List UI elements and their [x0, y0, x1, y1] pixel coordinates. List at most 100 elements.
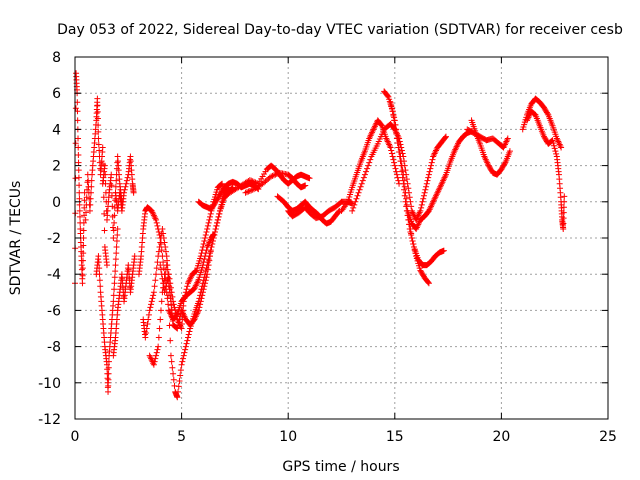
data-point — [420, 192, 427, 199]
data-point — [111, 280, 118, 287]
data-point — [165, 301, 172, 308]
data-point — [200, 241, 207, 248]
data-point — [101, 210, 108, 217]
data-point — [147, 304, 154, 311]
y-tick-label: -10 — [38, 376, 61, 392]
data-point — [219, 180, 226, 187]
data-point — [158, 298, 165, 305]
data-point — [251, 178, 258, 185]
data-point — [183, 286, 190, 293]
data-point — [199, 244, 206, 251]
data-point — [183, 340, 190, 347]
data-point — [76, 189, 83, 196]
y-tick-label: -2 — [47, 231, 61, 247]
data-point — [145, 316, 152, 323]
data-point — [202, 231, 209, 238]
y-tick-label: -4 — [47, 267, 61, 283]
data-point — [180, 355, 187, 362]
data-point — [165, 274, 172, 281]
data-point — [81, 212, 88, 219]
data-point — [403, 195, 410, 202]
data-point — [180, 298, 187, 305]
data-point — [364, 165, 371, 172]
data-point — [110, 224, 117, 231]
data-point — [217, 181, 224, 188]
y-axis-ticks: -12 -10 -8 -6 -4 -2 0 2 4 6 8 — [38, 50, 608, 428]
data-point — [171, 304, 178, 311]
data-point — [388, 147, 395, 154]
data-point — [387, 99, 394, 106]
data-point — [86, 207, 93, 214]
data-point — [401, 183, 408, 190]
data-point — [182, 292, 189, 299]
data-point — [95, 122, 102, 129]
data-point — [113, 244, 120, 251]
data-point — [84, 186, 91, 193]
data-point — [113, 250, 120, 257]
data-point — [162, 248, 169, 255]
data-point — [246, 187, 253, 194]
data-point — [560, 225, 567, 232]
x-tick-label: 5 — [177, 429, 186, 445]
data-point — [112, 268, 119, 275]
data-point — [75, 144, 82, 151]
data-point — [395, 139, 402, 146]
data-point — [172, 310, 179, 317]
data-point — [96, 265, 103, 272]
series-arc-mid-2 — [221, 162, 313, 200]
data-point — [112, 262, 119, 269]
data-point — [252, 179, 259, 186]
data-point — [169, 293, 176, 300]
data-point — [166, 322, 173, 329]
data-point — [361, 171, 368, 178]
series-arc-late-3 — [519, 95, 565, 151]
data-point — [81, 204, 88, 211]
data-point — [202, 268, 209, 275]
data-point — [143, 325, 150, 332]
data-point — [105, 370, 112, 377]
data-point — [150, 292, 157, 299]
data-point — [79, 280, 86, 287]
data-point — [167, 352, 174, 359]
y-tick-label: -12 — [38, 412, 61, 428]
data-point — [114, 231, 121, 238]
data-point — [75, 174, 82, 181]
series-arc-early-1 — [72, 70, 88, 287]
data-point — [388, 105, 395, 112]
data-point — [88, 183, 95, 190]
data-point — [424, 177, 431, 184]
data-point — [429, 156, 436, 163]
data-point — [421, 189, 428, 196]
data-point — [96, 277, 103, 284]
data-point — [203, 265, 210, 272]
data-point — [560, 209, 567, 216]
data-point — [165, 271, 172, 278]
data-point — [205, 256, 212, 263]
data-point — [75, 135, 82, 142]
series-arc-pass-d — [157, 180, 226, 332]
data-point — [153, 216, 160, 223]
data-point — [409, 238, 416, 245]
data-point — [359, 177, 366, 184]
data-point — [105, 388, 112, 395]
data-point — [356, 186, 363, 193]
data-point — [199, 247, 206, 254]
y-axis-label: SDTVAR / TECUs — [8, 181, 24, 296]
data-point — [425, 279, 432, 286]
data-point — [130, 189, 137, 196]
data-point — [273, 171, 280, 178]
data-point — [202, 271, 209, 278]
data-point — [506, 148, 513, 155]
data-point — [167, 280, 174, 287]
data-point — [410, 241, 417, 248]
data-point — [148, 301, 155, 308]
data-point — [184, 337, 191, 344]
data-point — [124, 174, 131, 181]
y-tick-label: 8 — [52, 50, 61, 66]
data-point — [204, 222, 211, 229]
x-tick-label: 20 — [492, 429, 510, 445]
data-point — [396, 144, 403, 151]
data-point — [181, 295, 188, 302]
data-point — [204, 225, 211, 232]
